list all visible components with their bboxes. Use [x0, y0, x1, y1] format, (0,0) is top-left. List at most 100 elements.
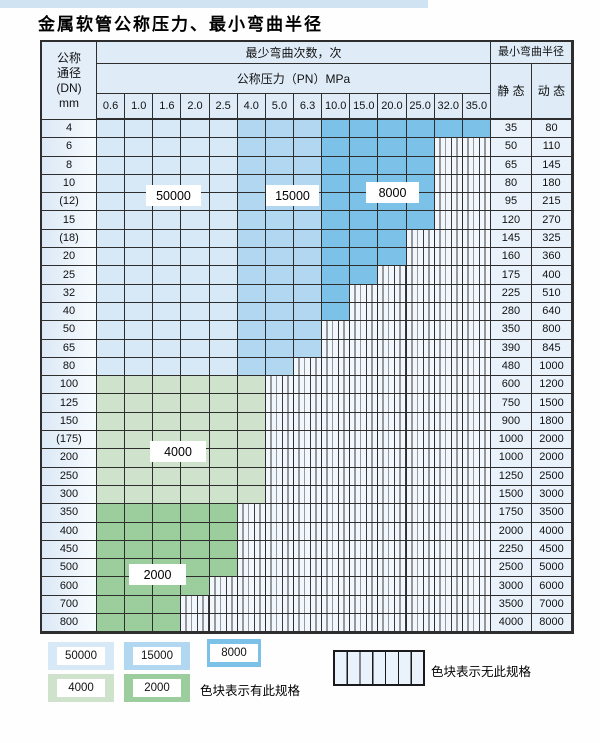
- zone-label-15000: 15000: [266, 185, 319, 206]
- dynamic-radius-cell: 3500: [531, 504, 572, 523]
- spec-unavailable-cell: [434, 431, 463, 450]
- spec-available-cell: [97, 595, 126, 615]
- spec-unavailable-cell: [462, 431, 491, 450]
- static-radius-cell: 65: [490, 156, 532, 175]
- dynamic-radius-cell: 1000: [531, 357, 572, 377]
- spec-unavailable-cell: [293, 522, 323, 541]
- spec-available-cell: [350, 248, 379, 267]
- spec-unavailable-cell: [462, 302, 491, 322]
- spec-unavailable-cell: [237, 504, 266, 523]
- dn-cell: 50: [42, 321, 97, 340]
- static-radius-cell: 1000: [490, 431, 532, 450]
- spec-unavailable-cell: [378, 467, 407, 486]
- spec-unavailable-cell: [181, 595, 210, 615]
- spec-available-cell: [125, 248, 154, 267]
- spec-available-cell: [125, 229, 154, 249]
- spec-unavailable-cell: [237, 540, 266, 560]
- spec-available-cell: [209, 485, 238, 505]
- spec-available-cell: [181, 302, 210, 322]
- spec-available-cell: [153, 540, 182, 560]
- zone-label-50000: 50000: [146, 185, 201, 206]
- spec-available-cell: [265, 120, 294, 139]
- legend-swatch-label: 50000: [57, 647, 105, 665]
- spec-available-cell: [181, 412, 210, 432]
- spec-available-cell: [97, 174, 126, 194]
- dynamic-radius-cell: 360: [531, 248, 572, 267]
- spec-available-cell: [237, 449, 266, 468]
- spec-unavailable-cell: [350, 412, 379, 432]
- spec-unavailable-cell: [350, 321, 379, 340]
- legend-swatch-label: 4000: [57, 679, 105, 697]
- spec-available-cell: [97, 394, 126, 413]
- spec-available-cell: [209, 339, 238, 358]
- spec-unavailable-cell: [293, 431, 323, 450]
- spec-available-cell: [322, 284, 351, 303]
- spec-unavailable-cell: [265, 522, 294, 541]
- dn-cell: 500: [42, 559, 97, 578]
- spec-unavailable-cell: [378, 540, 407, 560]
- spec-unavailable-cell: [378, 504, 407, 523]
- spec-unavailable-cell: [322, 559, 351, 578]
- spec-available-cell: [125, 485, 154, 505]
- spec-available-cell: [350, 120, 379, 139]
- static-radius-cell: 1000: [490, 449, 532, 468]
- dynamic-radius-cell: 2000: [531, 431, 572, 450]
- spec-unavailable-cell: [322, 485, 351, 505]
- spec-unavailable-cell: [406, 248, 435, 267]
- spec-available-cell: [293, 120, 323, 139]
- spec-available-cell: [293, 321, 323, 340]
- spec-unavailable-cell: [322, 504, 351, 523]
- spec-table: 公称 通径 (DN) mm 最少弯曲次数，次 最小弯曲半径 公称压力（PN）MP…: [40, 40, 574, 635]
- spec-unavailable-cell: [406, 522, 435, 541]
- spec-available-cell: [181, 485, 210, 505]
- dynamic-radius-cell: 270: [531, 211, 572, 230]
- legend-swatch-50000: 50000: [48, 642, 114, 670]
- bend-cycles-header: 最少弯曲次数，次: [97, 42, 491, 64]
- spec-available-cell: [378, 120, 407, 139]
- spec-unavailable-cell: [322, 431, 351, 450]
- spec-available-cell: [209, 174, 238, 194]
- spec-unavailable-cell: [265, 394, 294, 413]
- spec-available-cell: [265, 156, 294, 175]
- static-radius-cell: 1750: [490, 504, 532, 523]
- dynamic-radius-cell: 110: [531, 138, 572, 157]
- static-radius-cell: 120: [490, 211, 532, 230]
- pressure-value-cell: 4.0: [237, 94, 266, 120]
- spec-unavailable-cell: [462, 229, 491, 249]
- spec-available-cell: [293, 284, 323, 303]
- spec-available-cell: [97, 120, 126, 139]
- spec-available-cell: [181, 248, 210, 267]
- spec-unavailable-cell: [350, 339, 379, 358]
- spec-available-cell: [237, 193, 266, 212]
- spec-available-cell: [209, 138, 238, 157]
- spec-available-cell: [125, 357, 154, 377]
- spec-unavailable-cell: [378, 394, 407, 413]
- spec-unavailable-cell: [462, 339, 491, 358]
- legend-no-spec-swatch: [333, 650, 425, 686]
- spec-unavailable-cell: [406, 284, 435, 303]
- spec-unavailable-cell: [462, 540, 491, 560]
- static-radius-cell: 390: [490, 339, 532, 358]
- dynamic-header: 动 态: [531, 64, 572, 120]
- legend-swatch-label: 8000: [210, 644, 258, 662]
- spec-unavailable-cell: [293, 394, 323, 413]
- dynamic-radius-cell: 3000: [531, 485, 572, 505]
- static-radius-cell: 2250: [490, 540, 532, 560]
- spec-available-cell: [97, 485, 126, 505]
- spec-unavailable-cell: [293, 412, 323, 432]
- spec-unavailable-cell: [406, 449, 435, 468]
- spec-available-cell: [97, 559, 126, 578]
- spec-available-cell: [293, 266, 323, 285]
- dn-cell: 20: [42, 248, 97, 267]
- spec-unavailable-cell: [265, 376, 294, 395]
- spec-available-cell: [378, 211, 407, 230]
- spec-available-cell: [293, 138, 323, 157]
- spec-available-cell: [237, 467, 266, 486]
- spec-available-cell: [209, 211, 238, 230]
- spec-available-cell: [237, 321, 266, 340]
- spec-unavailable-cell: [434, 339, 463, 358]
- spec-available-cell: [209, 357, 238, 377]
- spec-unavailable-cell: [350, 449, 379, 468]
- dn-cell: 80: [42, 357, 97, 377]
- spec-unavailable-cell: [322, 522, 351, 541]
